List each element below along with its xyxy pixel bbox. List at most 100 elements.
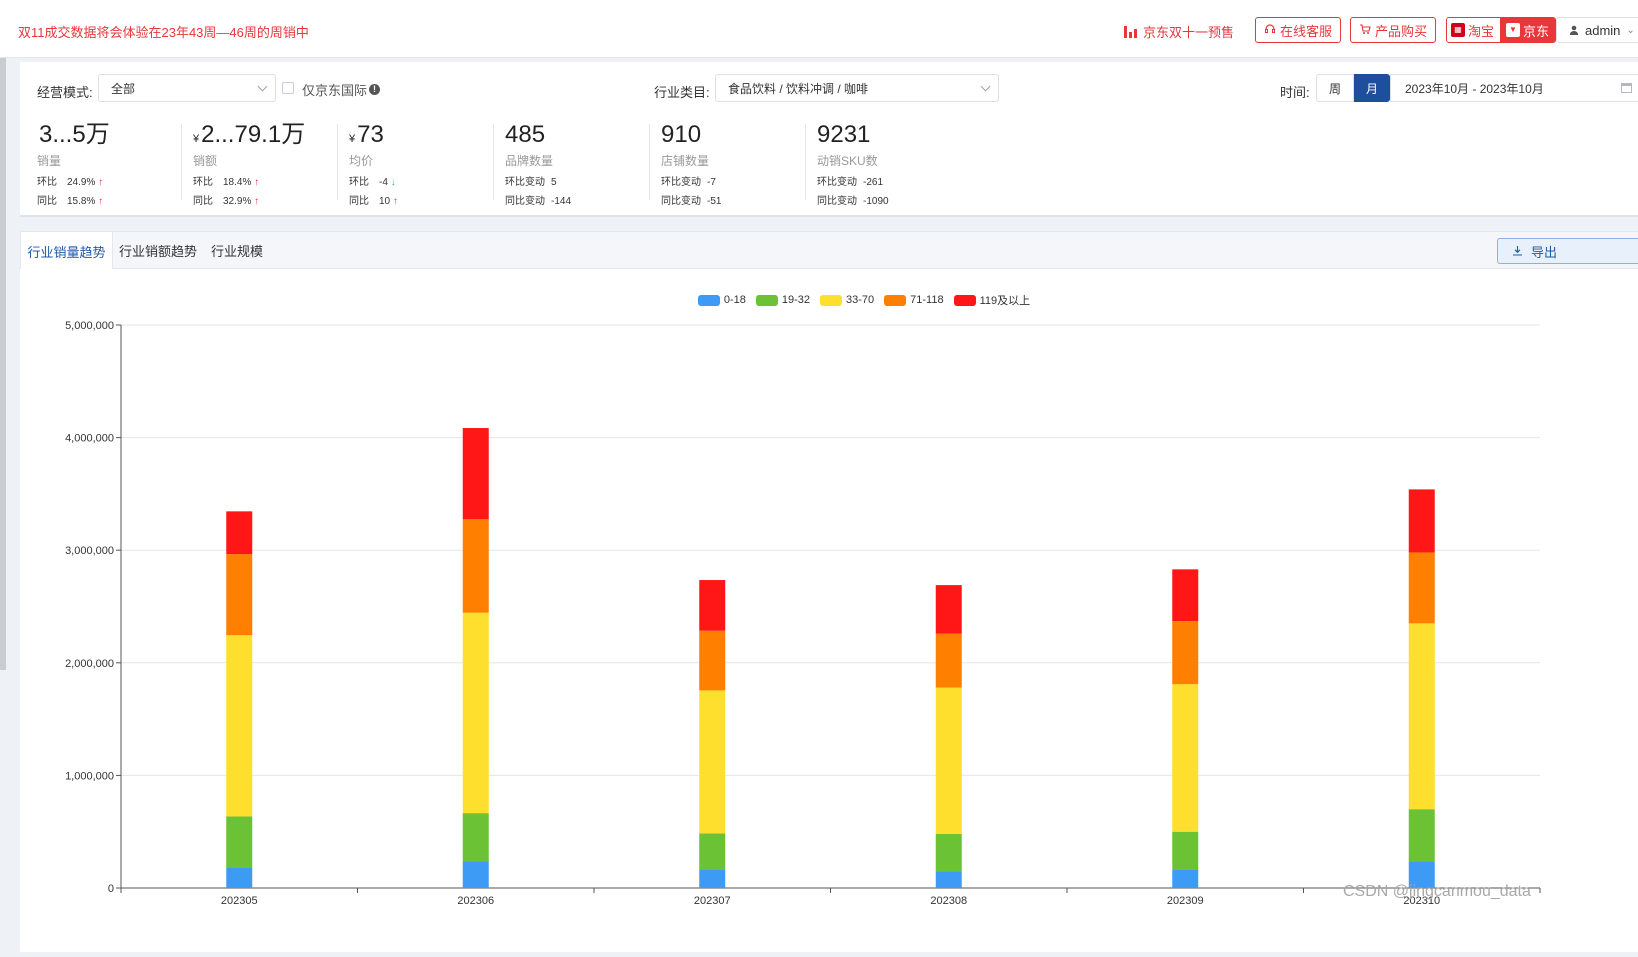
kpi-mom-label: 环比 (193, 177, 213, 188)
jd-intl-option[interactable]: 仅京东国际 ! (302, 80, 381, 99)
divider (337, 124, 338, 200)
kpi-value: 3...5万 (39, 121, 110, 148)
product-purchase-button[interactable]: 产品购买 (1350, 17, 1437, 43)
legend-item[interactable]: 119及以上 (953, 292, 1030, 308)
x-tick-label: 202310 (1403, 895, 1440, 907)
bar-segment (1172, 684, 1199, 832)
bar-segment (935, 633, 962, 688)
kpi-mom-value: 5 (551, 177, 557, 188)
jd-intl-label: 仅京东国际 (302, 83, 368, 98)
trend-up-icon: ↑ (98, 177, 104, 188)
top-bar: 双11成交数据将会体验在23年43周—46周的周销中 京东双十一预售 在线客服 … (0, 0, 1638, 58)
legend-label: 19-32 (781, 294, 811, 306)
scrollbar[interactable] (0, 58, 6, 670)
kpi-name: 销额 (193, 154, 218, 168)
kpi-mom-value: -261 (863, 177, 884, 188)
kpi-name: 店铺数量 (661, 154, 710, 168)
mode-select[interactable]: 全部 (98, 74, 276, 102)
legend-item[interactable]: 33-70 (820, 292, 874, 308)
export-button[interactable]: 导出 (1497, 238, 1638, 264)
kpi-currency: ¥ (349, 133, 356, 145)
kpi-yoy-label: 同比变动 (817, 196, 857, 207)
online-service-button[interactable]: 在线客服 (1255, 17, 1342, 43)
kpi-yoy-value: 10 (379, 196, 391, 207)
trend-up-icon: ↑ (254, 177, 260, 188)
user-menu[interactable]: admin ⌄ (1556, 17, 1638, 43)
kpi-sku-count: 9231 动销SKU数 环比变动 -261 同比变动 -1090 (805, 122, 889, 207)
bar-segment (935, 871, 962, 888)
bar-segment (1172, 621, 1199, 685)
platform-jd[interactable]: ▼ 京东 (1500, 18, 1556, 42)
kpi-mom-label: 环比变动 (817, 177, 857, 188)
kpi-yoy-value: 32.9% (223, 196, 252, 207)
trend-up-icon: ↑ (392, 196, 398, 207)
divider (493, 124, 494, 200)
mode-value: 全部 (111, 81, 136, 96)
date-range-picker[interactable]: 2023年10月 - 2023年10月 (1390, 74, 1638, 102)
kpi-name: 均价 (349, 154, 374, 168)
industry-label: 行业类目: (654, 85, 710, 100)
y-tick-label: 3,000,000 (65, 545, 114, 557)
tab-industry-scale[interactable]: 行业规模 (210, 244, 263, 259)
x-tick-label: 202305 (221, 895, 258, 907)
legend-item[interactable]: 19-32 (755, 292, 811, 308)
tab-sales-amount-trend[interactable]: 行业销额趋势 (118, 244, 197, 259)
kpi-yoy-value: -144 (551, 196, 572, 207)
bar-segment (1408, 489, 1435, 553)
jd-intl-checkbox[interactable] (282, 82, 294, 94)
kpi-yoy-label: 同比变动 (505, 196, 545, 207)
user-icon (1569, 23, 1579, 38)
bar-segment (1408, 623, 1435, 810)
bar-segment (462, 861, 489, 888)
time-label: 时间: (1280, 85, 1310, 100)
legend-item[interactable]: 71-118 (884, 292, 944, 308)
y-tick-label: 1,000,000 (65, 770, 114, 782)
trend-up-icon: ↑ (98, 196, 104, 207)
chevron-down-icon: ⌄ (1626, 24, 1635, 36)
kpi-currency: ¥ (193, 133, 200, 145)
legend-label: 71-118 (910, 294, 944, 306)
jd-presale-link[interactable]: 京东双十一预售 (1124, 22, 1234, 41)
tab-sales-volume-trend[interactable]: 行业销量趋势 (20, 232, 113, 270)
week-toggle[interactable]: 周 (1316, 74, 1354, 102)
kpi-mom-value: 18.4% (223, 177, 252, 188)
bar-segment (699, 580, 726, 631)
stacked-bar-chart: 0 1,000,000 2,000,000 3,000,000 4,000,000 5,0… (65, 320, 1541, 907)
y-tick-label: 2,000,000 (65, 658, 114, 670)
bar-segment (1408, 809, 1435, 862)
bar-segment (462, 813, 489, 862)
bar-segment (935, 833, 962, 872)
notice-text: 双11成交数据将会体验在23年43周—46周的周销中 (18, 25, 309, 40)
jd-icon: ▼ (1506, 23, 1521, 37)
online-service-label: 在线客服 (1280, 23, 1333, 39)
legend-swatch (953, 294, 976, 306)
x-tick-label: 202309 (1167, 895, 1204, 907)
x-tick-label: 202306 (457, 895, 494, 907)
kpi-yoy-label: 同比 (193, 196, 213, 207)
trend-down-icon: ↓ (390, 177, 396, 188)
bar-segment (935, 585, 962, 634)
legend-swatch (820, 294, 843, 306)
kpi-value: 485 (505, 121, 546, 148)
divider (649, 124, 650, 200)
legend-label: 0-18 (723, 294, 746, 306)
export-label: 导出 (1531, 244, 1558, 260)
month-toggle[interactable]: 月 (1354, 74, 1390, 102)
chart-tabs: 行业销量趋势 行业销额趋势 行业规模 导出 (20, 231, 1638, 270)
bar-segment (226, 511, 253, 555)
kpi-mom-value: 24.9% (67, 177, 96, 188)
bar-segment (1172, 869, 1199, 888)
industry-select[interactable]: 食品饮料 / 饮料冲调 / 咖啡 (715, 74, 999, 102)
y-tick-label: 4,000,000 (65, 433, 114, 445)
info-icon[interactable]: ! (369, 84, 381, 95)
y-tick-label: 0 (108, 883, 114, 895)
legend-item[interactable]: 0-18 (697, 292, 746, 308)
bar-segment (462, 612, 489, 814)
kpi-yoy-value: -1090 (863, 196, 889, 207)
bar-segment (462, 519, 489, 613)
kpi-mom-label: 环比变动 (661, 177, 701, 188)
platform-taobao[interactable]: ▦ 淘宝 (1447, 18, 1501, 42)
kpi-mom-value: -7 (707, 177, 716, 188)
chart-legend: 0-18 19-32 33-70 71-118 119及以上 (20, 292, 1638, 308)
kpi-value: 73 (357, 121, 384, 148)
